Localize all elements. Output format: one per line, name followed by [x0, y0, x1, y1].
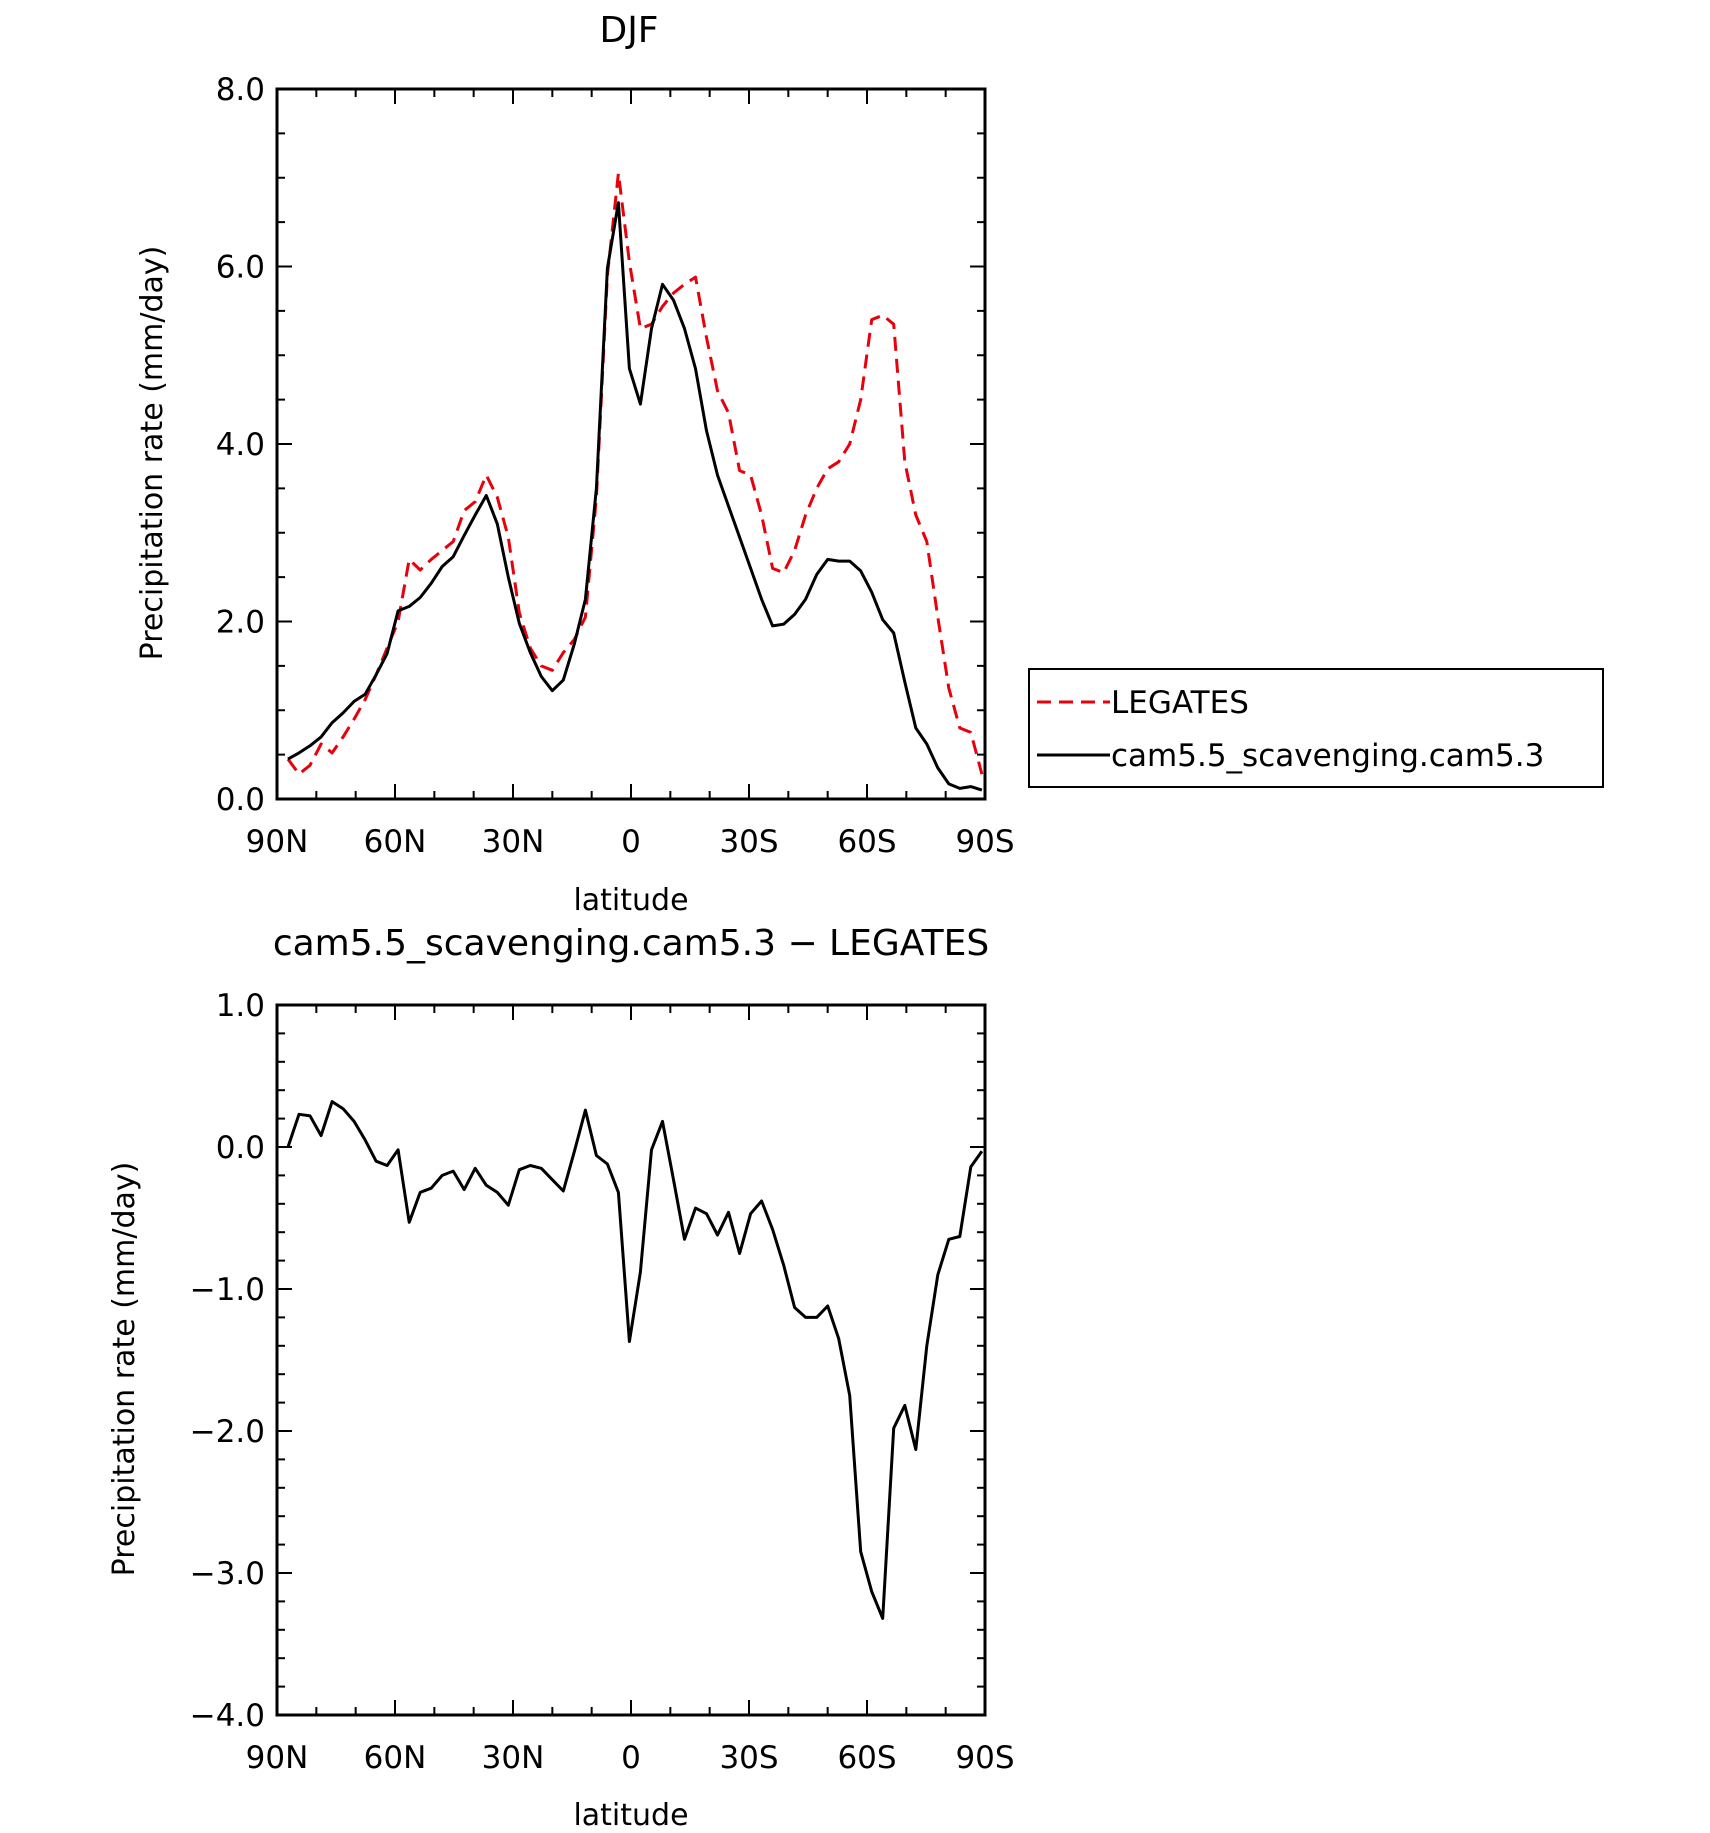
x-tick-label: 0	[621, 1740, 641, 1776]
y-tick-label: −2.0	[190, 1414, 265, 1450]
y-tick-label: −3.0	[190, 1556, 265, 1592]
y-tick-label: 0.0	[216, 1130, 265, 1166]
x-tick-label: 90N	[246, 824, 309, 860]
x-tick-label: 0	[621, 824, 641, 860]
legend-box	[1028, 668, 1604, 788]
chart-title: cam5.5_scavenging.cam5.3 − LEGATES	[273, 923, 989, 964]
y-tick-label: 0.0	[216, 782, 265, 818]
y-axis-label: Precipitation rate (mm/day)	[135, 246, 170, 661]
y-tick-label: 4.0	[216, 427, 265, 463]
y-tick-label: 6.0	[216, 250, 265, 286]
y-tick-label: −4.0	[190, 1698, 265, 1734]
y-tick-label: −1.0	[190, 1272, 265, 1308]
x-tick-label: 60S	[837, 1740, 896, 1776]
legend-label: cam5.5_scavenging.cam5.3	[1111, 738, 1544, 774]
y-tick-label: 2.0	[216, 605, 265, 641]
x-axis-label: latitude	[573, 1798, 688, 1833]
chart-panel-top: DJF Precipitation rate (mm/day) latitude…	[135, 10, 1604, 918]
x-tick-label: 60N	[364, 1740, 427, 1776]
legend: LEGATES cam5.5_scavenging.cam5.3	[1028, 668, 1604, 788]
x-tick-label: 90S	[955, 824, 1014, 860]
x-tick-label: 30S	[719, 1740, 778, 1776]
plot-frame	[275, 87, 987, 801]
x-tick-label: 30S	[719, 824, 778, 860]
x-tick-label: 90N	[246, 1740, 309, 1776]
x-tick-label: 30N	[482, 824, 545, 860]
x-tick-label: 30N	[482, 1740, 545, 1776]
x-tick-label: 90S	[955, 1740, 1014, 1776]
x-tick-label: 60N	[364, 824, 427, 860]
series-line-difference	[286, 1100, 984, 1620]
chart-panel-bottom: cam5.5_scavenging.cam5.3 − LEGATES Preci…	[107, 923, 1015, 1833]
chart-title: DJF	[599, 10, 658, 51]
series-line-legates	[286, 171, 984, 776]
y-tick-label: 1.0	[216, 988, 265, 1024]
plot-frame	[275, 1003, 987, 1717]
legend-label: LEGATES	[1111, 685, 1249, 721]
y-tick-label: 8.0	[216, 72, 265, 108]
y-axis-label: Precipitation rate (mm/day)	[107, 1162, 142, 1577]
x-axis-label: latitude	[573, 883, 688, 918]
x-tick-label: 60S	[837, 824, 896, 860]
series-line-cam5-5-scavenging-cam5-3	[287, 201, 983, 792]
